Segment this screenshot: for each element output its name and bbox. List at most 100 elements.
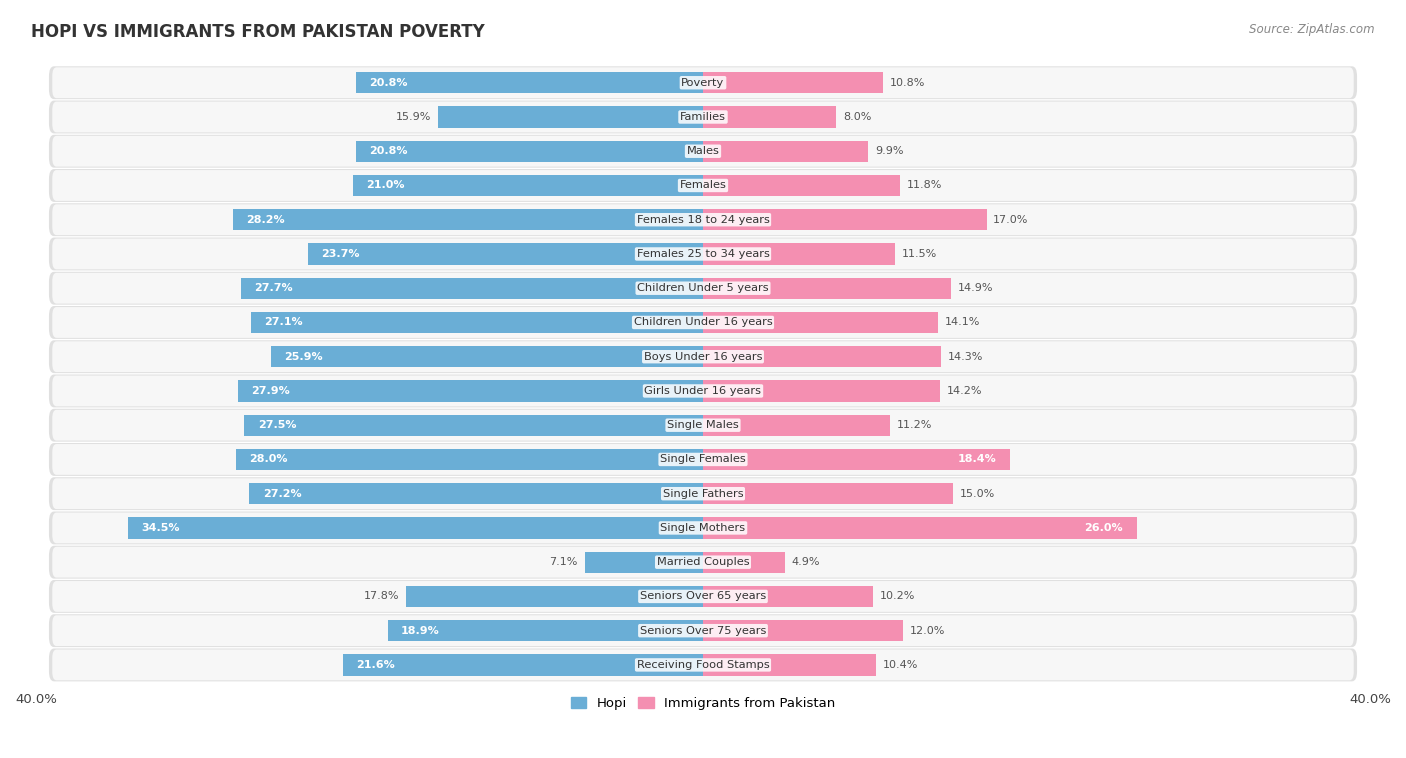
FancyBboxPatch shape: [49, 649, 1357, 681]
Bar: [703, 586, 873, 607]
FancyBboxPatch shape: [49, 203, 1357, 236]
FancyBboxPatch shape: [52, 205, 1354, 235]
FancyBboxPatch shape: [52, 375, 1354, 406]
Bar: [703, 483, 953, 504]
Text: Married Couples: Married Couples: [657, 557, 749, 567]
Text: 14.1%: 14.1%: [945, 318, 980, 327]
Bar: [245, 415, 703, 436]
FancyBboxPatch shape: [52, 273, 1354, 304]
Text: 20.8%: 20.8%: [370, 78, 408, 88]
FancyBboxPatch shape: [52, 341, 1354, 372]
Bar: [240, 277, 703, 299]
FancyBboxPatch shape: [49, 580, 1357, 613]
Bar: [233, 209, 703, 230]
FancyBboxPatch shape: [52, 650, 1354, 681]
Text: 27.7%: 27.7%: [254, 283, 292, 293]
Bar: [703, 552, 785, 573]
Bar: [703, 449, 1010, 470]
Text: 27.2%: 27.2%: [263, 489, 301, 499]
Text: 11.2%: 11.2%: [897, 420, 932, 431]
Text: Females 18 to 24 years: Females 18 to 24 years: [637, 215, 769, 224]
Bar: [703, 654, 876, 675]
Bar: [356, 72, 703, 93]
Text: 17.8%: 17.8%: [364, 591, 399, 601]
FancyBboxPatch shape: [52, 239, 1354, 269]
Text: Seniors Over 65 years: Seniors Over 65 years: [640, 591, 766, 601]
Text: 14.9%: 14.9%: [957, 283, 994, 293]
Text: 28.2%: 28.2%: [246, 215, 284, 224]
FancyBboxPatch shape: [52, 444, 1354, 475]
Bar: [356, 141, 703, 162]
FancyBboxPatch shape: [52, 410, 1354, 440]
Text: Source: ZipAtlas.com: Source: ZipAtlas.com: [1250, 23, 1375, 36]
Text: 25.9%: 25.9%: [284, 352, 323, 362]
Text: Seniors Over 75 years: Seniors Over 75 years: [640, 625, 766, 636]
FancyBboxPatch shape: [49, 135, 1357, 168]
Text: HOPI VS IMMIGRANTS FROM PAKISTAN POVERTY: HOPI VS IMMIGRANTS FROM PAKISTAN POVERTY: [31, 23, 485, 41]
Text: Females 25 to 34 years: Females 25 to 34 years: [637, 249, 769, 259]
FancyBboxPatch shape: [49, 409, 1357, 442]
Text: 14.2%: 14.2%: [946, 386, 981, 396]
Bar: [703, 312, 938, 333]
FancyBboxPatch shape: [49, 237, 1357, 271]
FancyBboxPatch shape: [52, 136, 1354, 167]
FancyBboxPatch shape: [49, 374, 1357, 407]
Text: 15.9%: 15.9%: [396, 112, 432, 122]
Text: 18.4%: 18.4%: [957, 455, 997, 465]
Text: Boys Under 16 years: Boys Under 16 years: [644, 352, 762, 362]
Bar: [388, 620, 703, 641]
Text: Receiving Food Stamps: Receiving Food Stamps: [637, 660, 769, 670]
Bar: [703, 277, 952, 299]
Text: 11.8%: 11.8%: [907, 180, 942, 190]
FancyBboxPatch shape: [52, 512, 1354, 543]
Text: 23.7%: 23.7%: [321, 249, 360, 259]
Text: 10.2%: 10.2%: [880, 591, 915, 601]
FancyBboxPatch shape: [49, 272, 1357, 305]
FancyBboxPatch shape: [52, 547, 1354, 578]
Bar: [585, 552, 703, 573]
Text: Males: Males: [686, 146, 720, 156]
Bar: [703, 141, 868, 162]
FancyBboxPatch shape: [52, 581, 1354, 612]
Text: Poverty: Poverty: [682, 78, 724, 88]
Bar: [703, 620, 903, 641]
Text: 8.0%: 8.0%: [844, 112, 872, 122]
Text: 14.3%: 14.3%: [948, 352, 984, 362]
Bar: [703, 517, 1136, 538]
Text: 21.6%: 21.6%: [356, 660, 395, 670]
FancyBboxPatch shape: [49, 546, 1357, 578]
Text: Girls Under 16 years: Girls Under 16 years: [644, 386, 762, 396]
FancyBboxPatch shape: [52, 102, 1354, 133]
Text: 10.4%: 10.4%: [883, 660, 918, 670]
Text: Children Under 16 years: Children Under 16 years: [634, 318, 772, 327]
Text: 9.9%: 9.9%: [875, 146, 903, 156]
Text: 7.1%: 7.1%: [550, 557, 578, 567]
Bar: [308, 243, 703, 265]
FancyBboxPatch shape: [52, 478, 1354, 509]
Bar: [703, 243, 894, 265]
FancyBboxPatch shape: [49, 306, 1357, 339]
Text: 27.5%: 27.5%: [257, 420, 297, 431]
Text: 28.0%: 28.0%: [249, 455, 288, 465]
Text: 11.5%: 11.5%: [901, 249, 936, 259]
Text: 26.0%: 26.0%: [1084, 523, 1123, 533]
FancyBboxPatch shape: [52, 307, 1354, 338]
Text: 27.9%: 27.9%: [252, 386, 290, 396]
Text: Females: Females: [679, 180, 727, 190]
FancyBboxPatch shape: [49, 169, 1357, 202]
Text: 17.0%: 17.0%: [993, 215, 1029, 224]
Bar: [703, 175, 900, 196]
Text: 4.9%: 4.9%: [792, 557, 820, 567]
Bar: [343, 654, 703, 675]
Bar: [236, 449, 703, 470]
Text: 10.8%: 10.8%: [890, 78, 925, 88]
Bar: [271, 346, 703, 368]
FancyBboxPatch shape: [52, 170, 1354, 201]
Text: 21.0%: 21.0%: [366, 180, 405, 190]
FancyBboxPatch shape: [49, 512, 1357, 544]
Text: 15.0%: 15.0%: [960, 489, 995, 499]
Text: 20.8%: 20.8%: [370, 146, 408, 156]
Text: Single Mothers: Single Mothers: [661, 523, 745, 533]
FancyBboxPatch shape: [49, 66, 1357, 99]
Bar: [437, 106, 703, 127]
